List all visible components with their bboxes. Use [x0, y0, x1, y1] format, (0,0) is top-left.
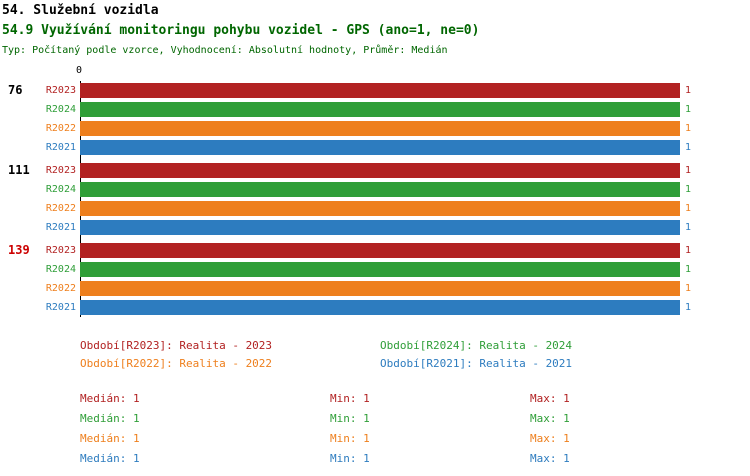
- bar-value-label: 1: [685, 302, 692, 313]
- bar: [80, 163, 680, 178]
- bar-track: [80, 102, 680, 117]
- bar: [80, 121, 680, 136]
- bar: [80, 243, 680, 258]
- bar-row: 139 R2023 1: [0, 241, 750, 260]
- bar: [80, 300, 680, 315]
- bar-track: [80, 121, 680, 136]
- page-title: 54. Služební vozidla: [2, 3, 159, 18]
- bar-value-label: 1: [685, 283, 692, 294]
- bar-track: [80, 262, 680, 277]
- series-label: R2022: [45, 123, 76, 134]
- series-label: R2024: [45, 264, 76, 275]
- bar-value-label: 1: [685, 184, 692, 195]
- bar-group: 111 R2023 1 R2024 1 R2022 1 R2021 1: [0, 161, 750, 237]
- bar-row: R2022 1: [0, 199, 750, 218]
- stat-max: Max: 1: [530, 411, 570, 425]
- bar-group: 139 R2023 1 R2024 1 R2022 1 R2021 1: [0, 241, 750, 317]
- bar-group: 76 R2023 1 R2024 1 R2022 1 R2021 1: [0, 81, 750, 157]
- axis-header: 0: [0, 65, 750, 79]
- bar-track: [80, 83, 680, 98]
- bar-track: [80, 182, 680, 197]
- stat-median: Medián: 1: [80, 451, 140, 465]
- series-label: R2024: [45, 104, 76, 115]
- legend-item: Období[R2024]: Realita - 2024: [380, 339, 573, 352]
- legend: Období[R2023]: Realita - 2023 Období[R202…: [80, 339, 750, 370]
- group-id-label: 111: [8, 163, 30, 177]
- legend-item: Období[R2022]: Realita - 2022: [80, 357, 273, 370]
- bar-row: R2021 1: [0, 138, 750, 157]
- bar: [80, 140, 680, 155]
- bar-chart: 0 76 R2023 1 R2024 1 R2022 1 R2021 1 111 R2023 1 R20…: [0, 65, 750, 317]
- bar-row: R2022 1: [0, 279, 750, 298]
- group-id-label: 139: [8, 243, 30, 257]
- stats-row: Medián: 1 Min: 1 Max: 1: [80, 408, 750, 428]
- stat-median: Medián: 1: [80, 431, 140, 445]
- stat-median: Medián: 1: [80, 391, 140, 405]
- series-label: R2022: [45, 203, 76, 214]
- bar-track: [80, 243, 680, 258]
- bar-track: [80, 300, 680, 315]
- stat-median: Medián: 1: [80, 411, 140, 425]
- bar: [80, 83, 680, 98]
- bar-track: [80, 140, 680, 155]
- group-id-label: 76: [8, 83, 23, 97]
- bar-groups: 76 R2023 1 R2024 1 R2022 1 R2021 1 111 R2023 1 R2024…: [0, 81, 750, 317]
- bar-row: R2024 1: [0, 260, 750, 279]
- bar-value-label: 1: [685, 203, 692, 214]
- series-label: R2022: [45, 283, 76, 294]
- bar-row: R2021 1: [0, 218, 750, 237]
- stats-table: Medián: 1 Min: 1 Max: 1 Medián: 1 Min: 1 Max:…: [80, 388, 750, 468]
- legend-item: Období[R2023]: Realita - 2023: [80, 339, 273, 352]
- bar: [80, 220, 680, 235]
- stat-min: Min: 1: [330, 451, 370, 465]
- bar-track: [80, 220, 680, 235]
- bar-row: 76 R2023 1: [0, 81, 750, 100]
- axis-origin-label: 0: [76, 65, 83, 76]
- bar-value-label: 1: [685, 245, 692, 256]
- axis-line: [80, 81, 81, 317]
- bar-row: R2024 1: [0, 100, 750, 119]
- series-label: R2024: [45, 184, 76, 195]
- series-label: R2023: [45, 85, 76, 96]
- stat-min: Min: 1: [330, 411, 370, 425]
- bar-row: R2021 1: [0, 298, 750, 317]
- bar-track: [80, 201, 680, 216]
- bar-value-label: 1: [685, 165, 692, 176]
- series-label: R2021: [45, 222, 76, 233]
- stats-row: Medián: 1 Min: 1 Max: 1: [80, 388, 750, 408]
- bar-track: [80, 163, 680, 178]
- series-label: R2023: [45, 165, 76, 176]
- bar-value-label: 1: [685, 222, 692, 233]
- bar: [80, 182, 680, 197]
- stats-row: Medián: 1 Min: 1 Max: 1: [80, 448, 750, 468]
- bar-track: [80, 281, 680, 296]
- stat-min: Min: 1: [330, 391, 370, 405]
- bar-row: R2024 1: [0, 180, 750, 199]
- stat-max: Max: 1: [530, 431, 570, 445]
- bar-value-label: 1: [685, 104, 692, 115]
- legend-item: Období[R2021]: Realita - 2021: [380, 357, 573, 370]
- chart-body: 76 R2023 1 R2024 1 R2022 1 R2021 1 111 R2023 1 R2024…: [0, 81, 750, 317]
- stats-row: Medián: 1 Min: 1 Max: 1: [80, 428, 750, 448]
- chart-meta: Typ: Počítaný podle vzorce, Vyhodnocení:…: [2, 45, 448, 56]
- series-label: R2023: [45, 245, 76, 256]
- bar: [80, 262, 680, 277]
- bar-value-label: 1: [685, 142, 692, 153]
- series-label: R2021: [45, 302, 76, 313]
- bar: [80, 102, 680, 117]
- bar-value-label: 1: [685, 123, 692, 134]
- chart-subtitle: 54.9 Využívání monitoringu pohybu vozide…: [2, 23, 480, 38]
- stat-max: Max: 1: [530, 451, 570, 465]
- bar-row: 111 R2023 1: [0, 161, 750, 180]
- bar-value-label: 1: [685, 264, 692, 275]
- bar: [80, 201, 680, 216]
- bar: [80, 281, 680, 296]
- stat-max: Max: 1: [530, 391, 570, 405]
- bar-row: R2022 1: [0, 119, 750, 138]
- series-label: R2021: [45, 142, 76, 153]
- stat-min: Min: 1: [330, 431, 370, 445]
- bar-value-label: 1: [685, 85, 692, 96]
